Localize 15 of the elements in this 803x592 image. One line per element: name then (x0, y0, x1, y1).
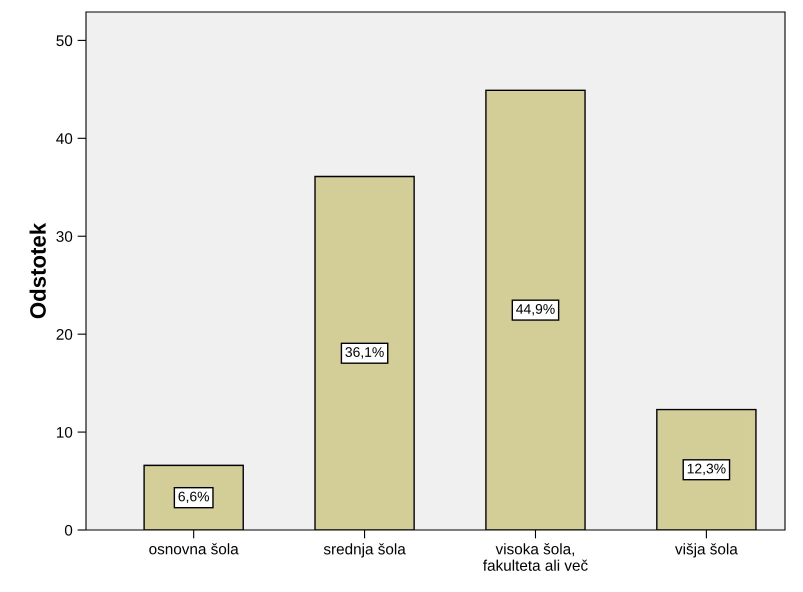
data-label: 6,6% (178, 492, 210, 504)
x-tick-label: visoka šola, fakulteta ali več (483, 543, 588, 571)
y-tick-label: 40 (56, 133, 72, 144)
x-tick-label: višja šola (675, 543, 738, 558)
y-tick-label: 0 (64, 524, 72, 536)
y-tick-label: 50 (56, 35, 72, 46)
y-tick-label: 20 (56, 329, 72, 340)
data-label: 12,3% (688, 464, 726, 476)
y-tick-label: 10 (56, 426, 72, 438)
x-tick-label: srednja šola (324, 543, 406, 558)
y-tick-label: 30 (56, 231, 72, 242)
data-label: 44,9% (516, 304, 555, 316)
data-label: 36,1% (345, 347, 384, 359)
y-axis-title: Odstotek (30, 222, 46, 318)
x-tick-label: osnovna šola (149, 543, 239, 554)
